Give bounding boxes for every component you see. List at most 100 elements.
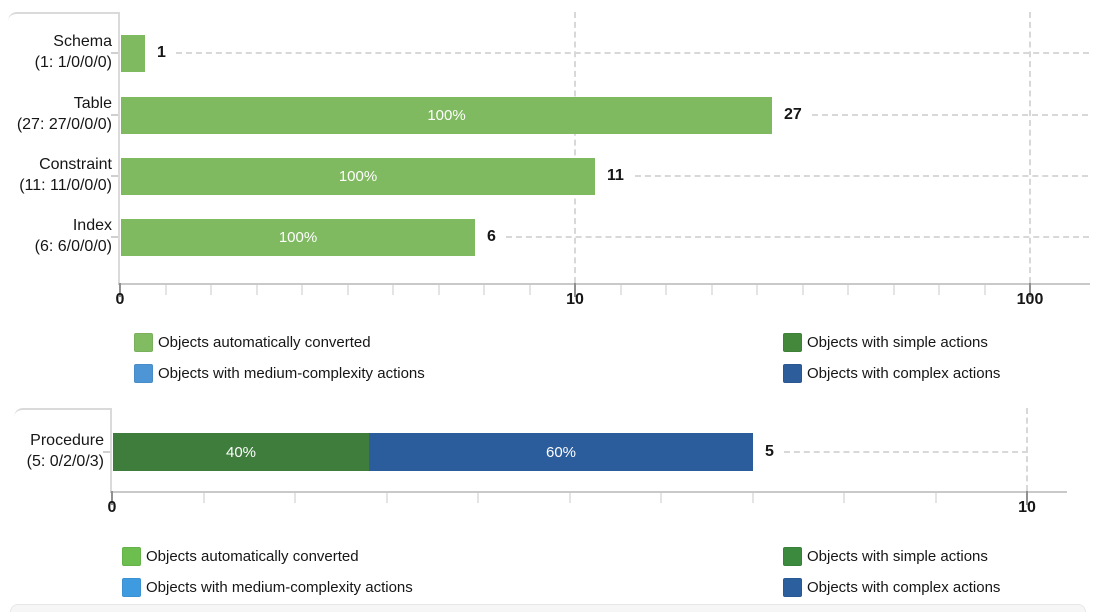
axis-tick-label: 0: [107, 499, 117, 516]
bar-row: 40% 60%: [113, 433, 753, 471]
legend-swatch: [134, 364, 153, 383]
category-name: Schema: [53, 33, 112, 50]
y-axis-tick: [111, 175, 118, 177]
bar-percent-label: 100%: [427, 107, 466, 124]
axis-tick-minor: [438, 285, 440, 295]
bar-value-label: 27: [784, 106, 802, 123]
y-axis-tick: [111, 52, 118, 54]
axis-gridline: [1026, 408, 1028, 491]
category-label: Constraint (11: 11/0/0/0): [0, 154, 112, 196]
axis-tick-label: 0: [115, 291, 125, 308]
axis-tick-minor: [483, 285, 485, 295]
bar-value-label: 5: [765, 443, 774, 460]
axis-tick-label: 10: [1018, 499, 1036, 516]
category-name: Index: [72, 217, 112, 234]
axis-tick-major: [574, 283, 576, 297]
bar-percent-label: 100%: [338, 168, 378, 185]
axis-tick-minor: [752, 493, 754, 503]
row-gridline: [176, 52, 1089, 54]
axis-tick-minor: [203, 493, 205, 503]
bar-value-label: 6: [487, 228, 496, 245]
legend-swatch: [783, 547, 802, 566]
category-label: Schema (1: 1/0/0/0): [0, 31, 112, 73]
legend-swatch: [122, 578, 141, 597]
category-label: Table (27: 27/0/0/0): [0, 93, 112, 135]
x-axis-line: [118, 283, 1090, 285]
y-axis-tick: [111, 236, 118, 238]
axis-tick-minor: [938, 285, 940, 295]
bar-row: [121, 35, 145, 72]
legend-label: Objects with simple actions: [807, 548, 988, 565]
axis-tick-label: 100: [1016, 291, 1044, 308]
axis-tick-minor: [984, 285, 986, 295]
axis-tick-minor: [756, 285, 758, 295]
x-axis-line: [110, 491, 1067, 493]
category-counts: (6: 6/0/0/0): [34, 238, 112, 255]
bar-percent-label: 60%: [545, 443, 577, 461]
row-gridline: [635, 175, 1088, 177]
axis-tick-minor: [711, 285, 713, 295]
row-gridline: [506, 236, 1089, 238]
bar-segment: [121, 35, 145, 72]
axis-tick-minor: [893, 285, 895, 295]
legend-label: Objects with medium-complexity actions: [146, 579, 413, 596]
axis-tick-minor: [256, 285, 258, 295]
axis-tick-minor: [386, 493, 388, 503]
category-name: Constraint: [39, 156, 112, 173]
category-counts: (11: 11/0/0/0): [19, 177, 112, 194]
axis-tick-minor: [665, 285, 667, 295]
legend-swatch: [122, 547, 141, 566]
category-label: Procedure (5: 0/2/0/3): [0, 430, 104, 472]
legend-swatch: [134, 333, 153, 352]
axis-tick-minor: [620, 285, 622, 295]
bar-percent-label: 100%: [278, 229, 318, 246]
bar-value-label: 11: [607, 167, 624, 184]
panel-bottom-edge: [10, 604, 1086, 612]
legend-label: Objects with complex actions: [807, 365, 1001, 382]
legend-swatch: [783, 333, 802, 352]
category-counts: (27: 27/0/0/0): [16, 116, 112, 133]
axis-tick-minor: [847, 285, 849, 295]
bar-segment: 100%: [121, 158, 595, 195]
axis-tick-minor: [301, 285, 303, 295]
legend-swatch: [783, 364, 802, 383]
legend-label: Objects with complex actions: [807, 579, 1001, 596]
axis-tick-minor: [935, 493, 937, 503]
bar-row: 100%: [121, 219, 475, 256]
bar-segment: 100%: [121, 219, 475, 256]
axis-tick-minor: [392, 285, 394, 295]
row-gridline: [812, 114, 1088, 116]
axis-gridline: [574, 12, 576, 283]
axis-tick-minor: [347, 285, 349, 295]
legend-label: Objects with simple actions: [807, 334, 988, 351]
legend-label: Objects automatically converted: [146, 548, 359, 565]
axis-tick-minor: [294, 493, 296, 503]
axis-tick-major: [119, 283, 121, 297]
plot-frame: [14, 408, 112, 493]
axis-tick-minor: [477, 493, 479, 503]
axis-tick-minor: [802, 285, 804, 295]
axis-tick-minor: [843, 493, 845, 503]
y-axis-tick: [103, 451, 110, 453]
bar-value-label: 1: [157, 44, 166, 61]
category-name: Table: [73, 95, 112, 112]
y-axis-tick: [111, 114, 118, 116]
axis-tick-minor: [660, 493, 662, 503]
category-name: Procedure: [30, 432, 104, 449]
bar-segment: 100%: [121, 97, 772, 134]
bar-percent-label: 40%: [225, 443, 257, 461]
bar-segment: 60%: [369, 433, 753, 471]
bar-row: 100%: [121, 97, 772, 134]
axis-tick-minor: [569, 493, 571, 503]
category-counts: (5: 0/2/0/3): [26, 453, 104, 470]
bar-segment: 40%: [113, 433, 369, 471]
category-counts: (1: 1/0/0/0): [34, 54, 112, 71]
axis-tick-major: [111, 491, 113, 505]
axis-gridline: [1029, 12, 1031, 283]
plot-frame: [8, 12, 120, 285]
axis-tick-label: 10: [566, 291, 584, 308]
axis-tick-minor: [210, 285, 212, 295]
